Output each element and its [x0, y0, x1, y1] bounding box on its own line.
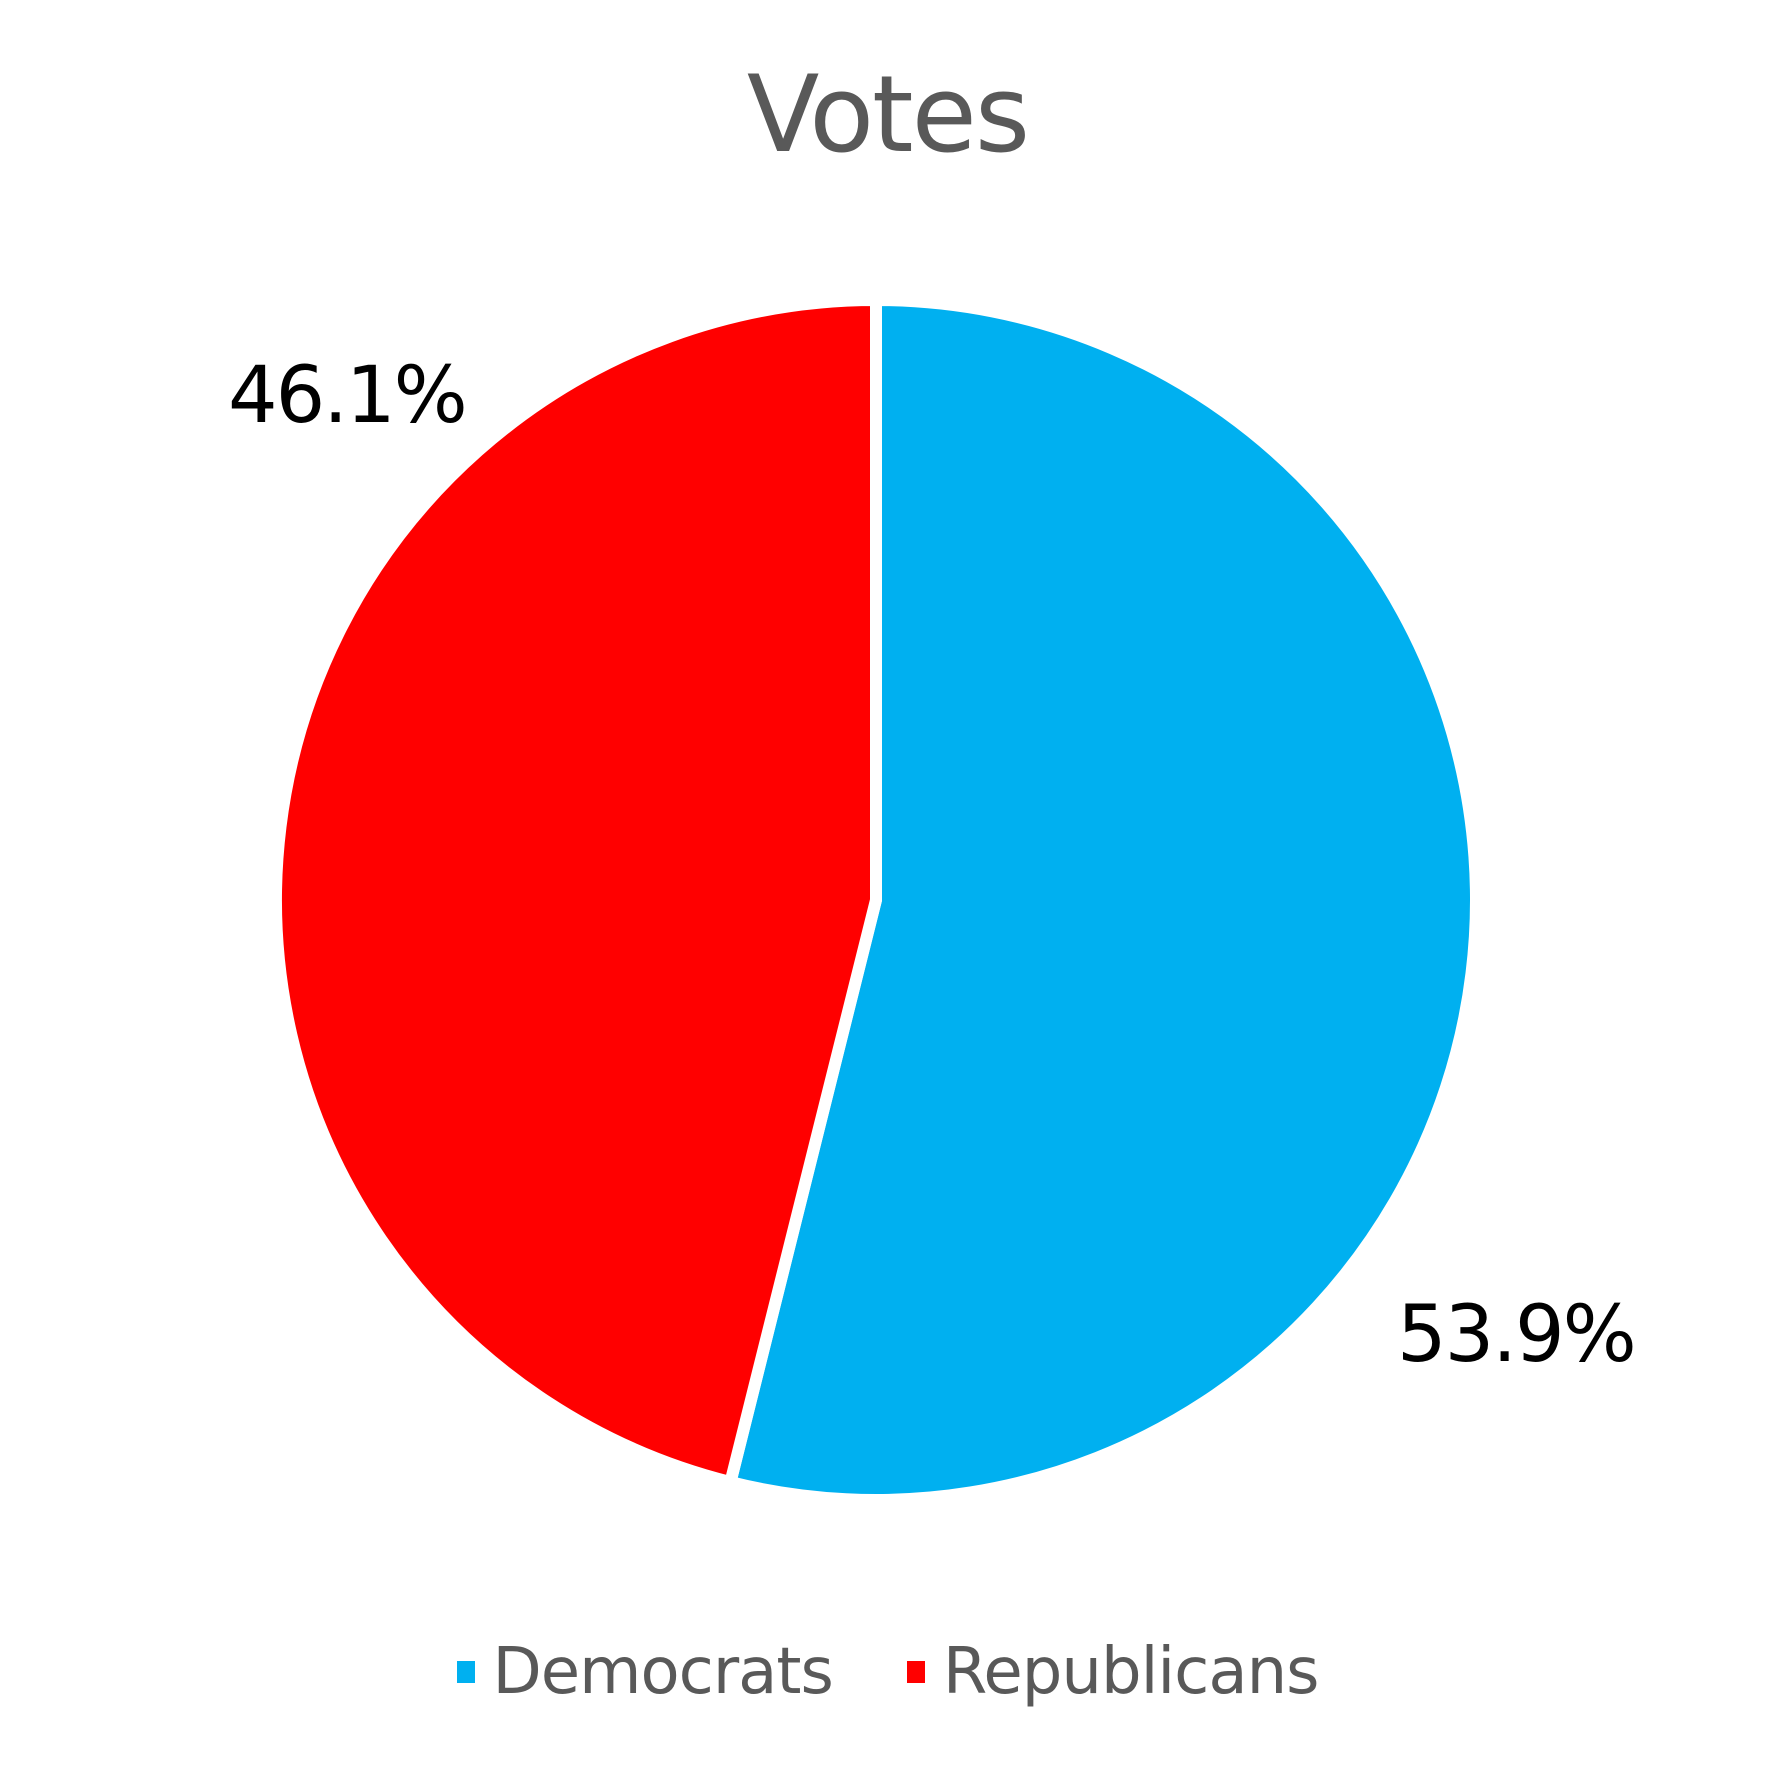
chart-title: Votes [746, 53, 1030, 176]
legend-label-democrats: Democrats [492, 1635, 834, 1709]
data-label-republicans: 46.1% [228, 351, 468, 441]
pie-slices [270, 293, 1482, 1506]
legend-swatch-republicans [906, 1661, 925, 1683]
legend: Democrats Republicans [0, 1640, 1775, 1704]
legend-swatch-democrats [456, 1661, 475, 1683]
pie-slice-democrats[interactable] [723, 293, 1482, 1506]
legend-label-republicans: Republicans [942, 1635, 1320, 1709]
legend-item-democrats[interactable]: Democrats [456, 1635, 834, 1709]
legend-item-republicans[interactable]: Republicans [906, 1635, 1320, 1709]
pie-slice-republicans[interactable] [270, 293, 882, 1490]
data-label-democrats: 53.9% [1397, 1290, 1637, 1380]
